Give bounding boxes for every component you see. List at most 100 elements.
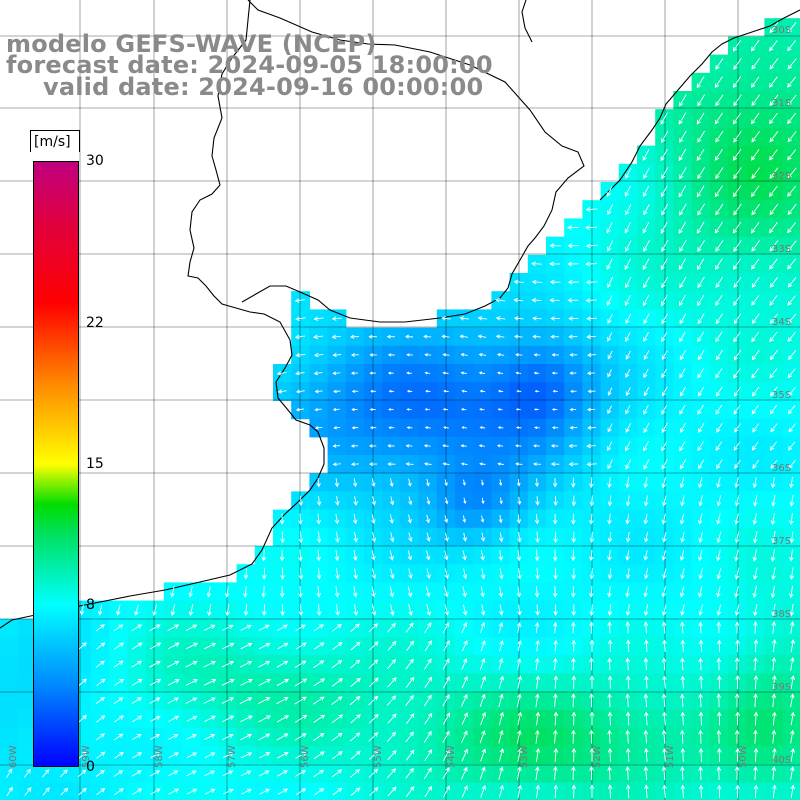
wind-arrow — [772, 747, 777, 762]
wind-arrow — [587, 389, 596, 394]
longitude-label: 53W — [519, 745, 530, 768]
wind-arrow — [424, 658, 432, 670]
wind-arrow — [386, 659, 397, 670]
wind-arrow — [150, 752, 161, 759]
wind-arrow — [553, 567, 558, 580]
longitude-label: 50W — [738, 745, 749, 768]
wind-arrow — [607, 369, 612, 378]
wind-arrow — [717, 639, 722, 652]
wind-arrow — [716, 531, 722, 544]
wind-arrow — [95, 660, 105, 668]
wind-arrow — [277, 642, 289, 650]
wind-arrow — [625, 368, 631, 378]
wind-arrow — [279, 549, 285, 562]
colorbar — [33, 161, 79, 767]
wind-speed-cell — [782, 418, 800, 438]
wind-arrow — [697, 549, 703, 562]
wind-arrow — [389, 550, 394, 561]
wind-arrow — [387, 786, 397, 797]
wind-arrow — [114, 678, 125, 686]
wind-arrow — [498, 766, 504, 780]
wind-arrow — [679, 513, 685, 525]
wind-arrow — [498, 693, 504, 708]
wind-arrow — [149, 642, 162, 650]
wind-arrow — [625, 747, 631, 762]
wind-arrow — [643, 586, 648, 598]
wind-arrow — [714, 149, 723, 161]
wind-arrow — [679, 766, 685, 780]
wind-arrow — [495, 316, 506, 321]
wind-arrow — [204, 715, 216, 722]
wind-arrow — [571, 495, 577, 507]
wind-arrow — [334, 513, 340, 525]
wind-arrow — [680, 711, 686, 726]
wind-arrow — [570, 513, 576, 525]
wind-arrow — [698, 567, 703, 580]
wind-arrow — [277, 788, 289, 795]
wind-arrow — [478, 444, 485, 448]
wind-arrow — [334, 549, 340, 562]
wind-arrow — [625, 784, 631, 799]
wind-arrow — [114, 788, 124, 795]
wind-arrow — [516, 657, 522, 670]
wind-arrow — [368, 713, 379, 724]
wind-arrow — [517, 567, 522, 580]
wind-arrow — [607, 423, 613, 433]
colorbar-tick-label: 8 — [86, 597, 95, 613]
wind-arrow — [116, 604, 121, 616]
wind-arrow — [334, 586, 340, 598]
wind-arrow — [625, 167, 632, 179]
wind-arrow — [535, 711, 541, 726]
wind-arrow — [643, 276, 650, 289]
wind-arrow — [661, 239, 669, 253]
wind-arrow — [553, 729, 558, 744]
wind-arrow — [607, 276, 614, 289]
wind-arrow — [787, 277, 797, 288]
wind-arrow — [442, 462, 450, 466]
wind-arrow — [715, 167, 724, 180]
wind-arrow — [698, 766, 703, 780]
wind-arrow — [553, 766, 558, 781]
wind-arrow — [714, 221, 723, 234]
wind-arrow — [405, 767, 414, 779]
wind-arrow — [368, 623, 378, 633]
wind-arrow — [204, 734, 216, 740]
wind-arrow — [732, 221, 742, 234]
wind-arrow — [607, 568, 613, 580]
wind-arrow — [607, 240, 614, 252]
wind-arrow — [625, 477, 630, 489]
wind-arrow — [679, 294, 686, 307]
wind-arrow — [625, 586, 630, 598]
wind-arrow — [515, 371, 522, 375]
wind-arrow — [607, 204, 614, 216]
wind-arrow — [276, 660, 289, 668]
wind-arrow — [23, 768, 31, 778]
wind-arrow — [167, 642, 180, 650]
wind-arrow — [404, 334, 414, 339]
wind-arrow — [715, 58, 724, 70]
wind-arrow — [295, 788, 307, 795]
wind-arrow — [462, 515, 467, 523]
wind-arrow — [662, 747, 667, 762]
wind-arrow — [662, 784, 667, 799]
wind-arrow — [753, 657, 758, 671]
wind-arrow — [368, 677, 379, 688]
wind-arrow — [789, 549, 794, 562]
wind-arrow — [771, 729, 777, 744]
wind-arrow — [567, 243, 580, 249]
wind-arrow — [295, 751, 307, 759]
wind-arrow — [790, 747, 796, 762]
wind-arrow — [479, 408, 485, 411]
wind-arrow — [661, 586, 667, 598]
wind-arrow — [479, 389, 486, 393]
wind-arrow — [789, 729, 795, 744]
wind-arrow — [661, 729, 667, 744]
longitude-label: 57W — [227, 745, 238, 768]
wind-arrow — [661, 130, 669, 144]
wind-arrow — [571, 531, 577, 544]
wind-arrow — [535, 784, 541, 798]
longitude-label: 51W — [665, 745, 676, 768]
wind-arrow — [625, 657, 631, 671]
latitude-label: 37S — [772, 536, 791, 547]
wind-arrow — [114, 751, 124, 759]
